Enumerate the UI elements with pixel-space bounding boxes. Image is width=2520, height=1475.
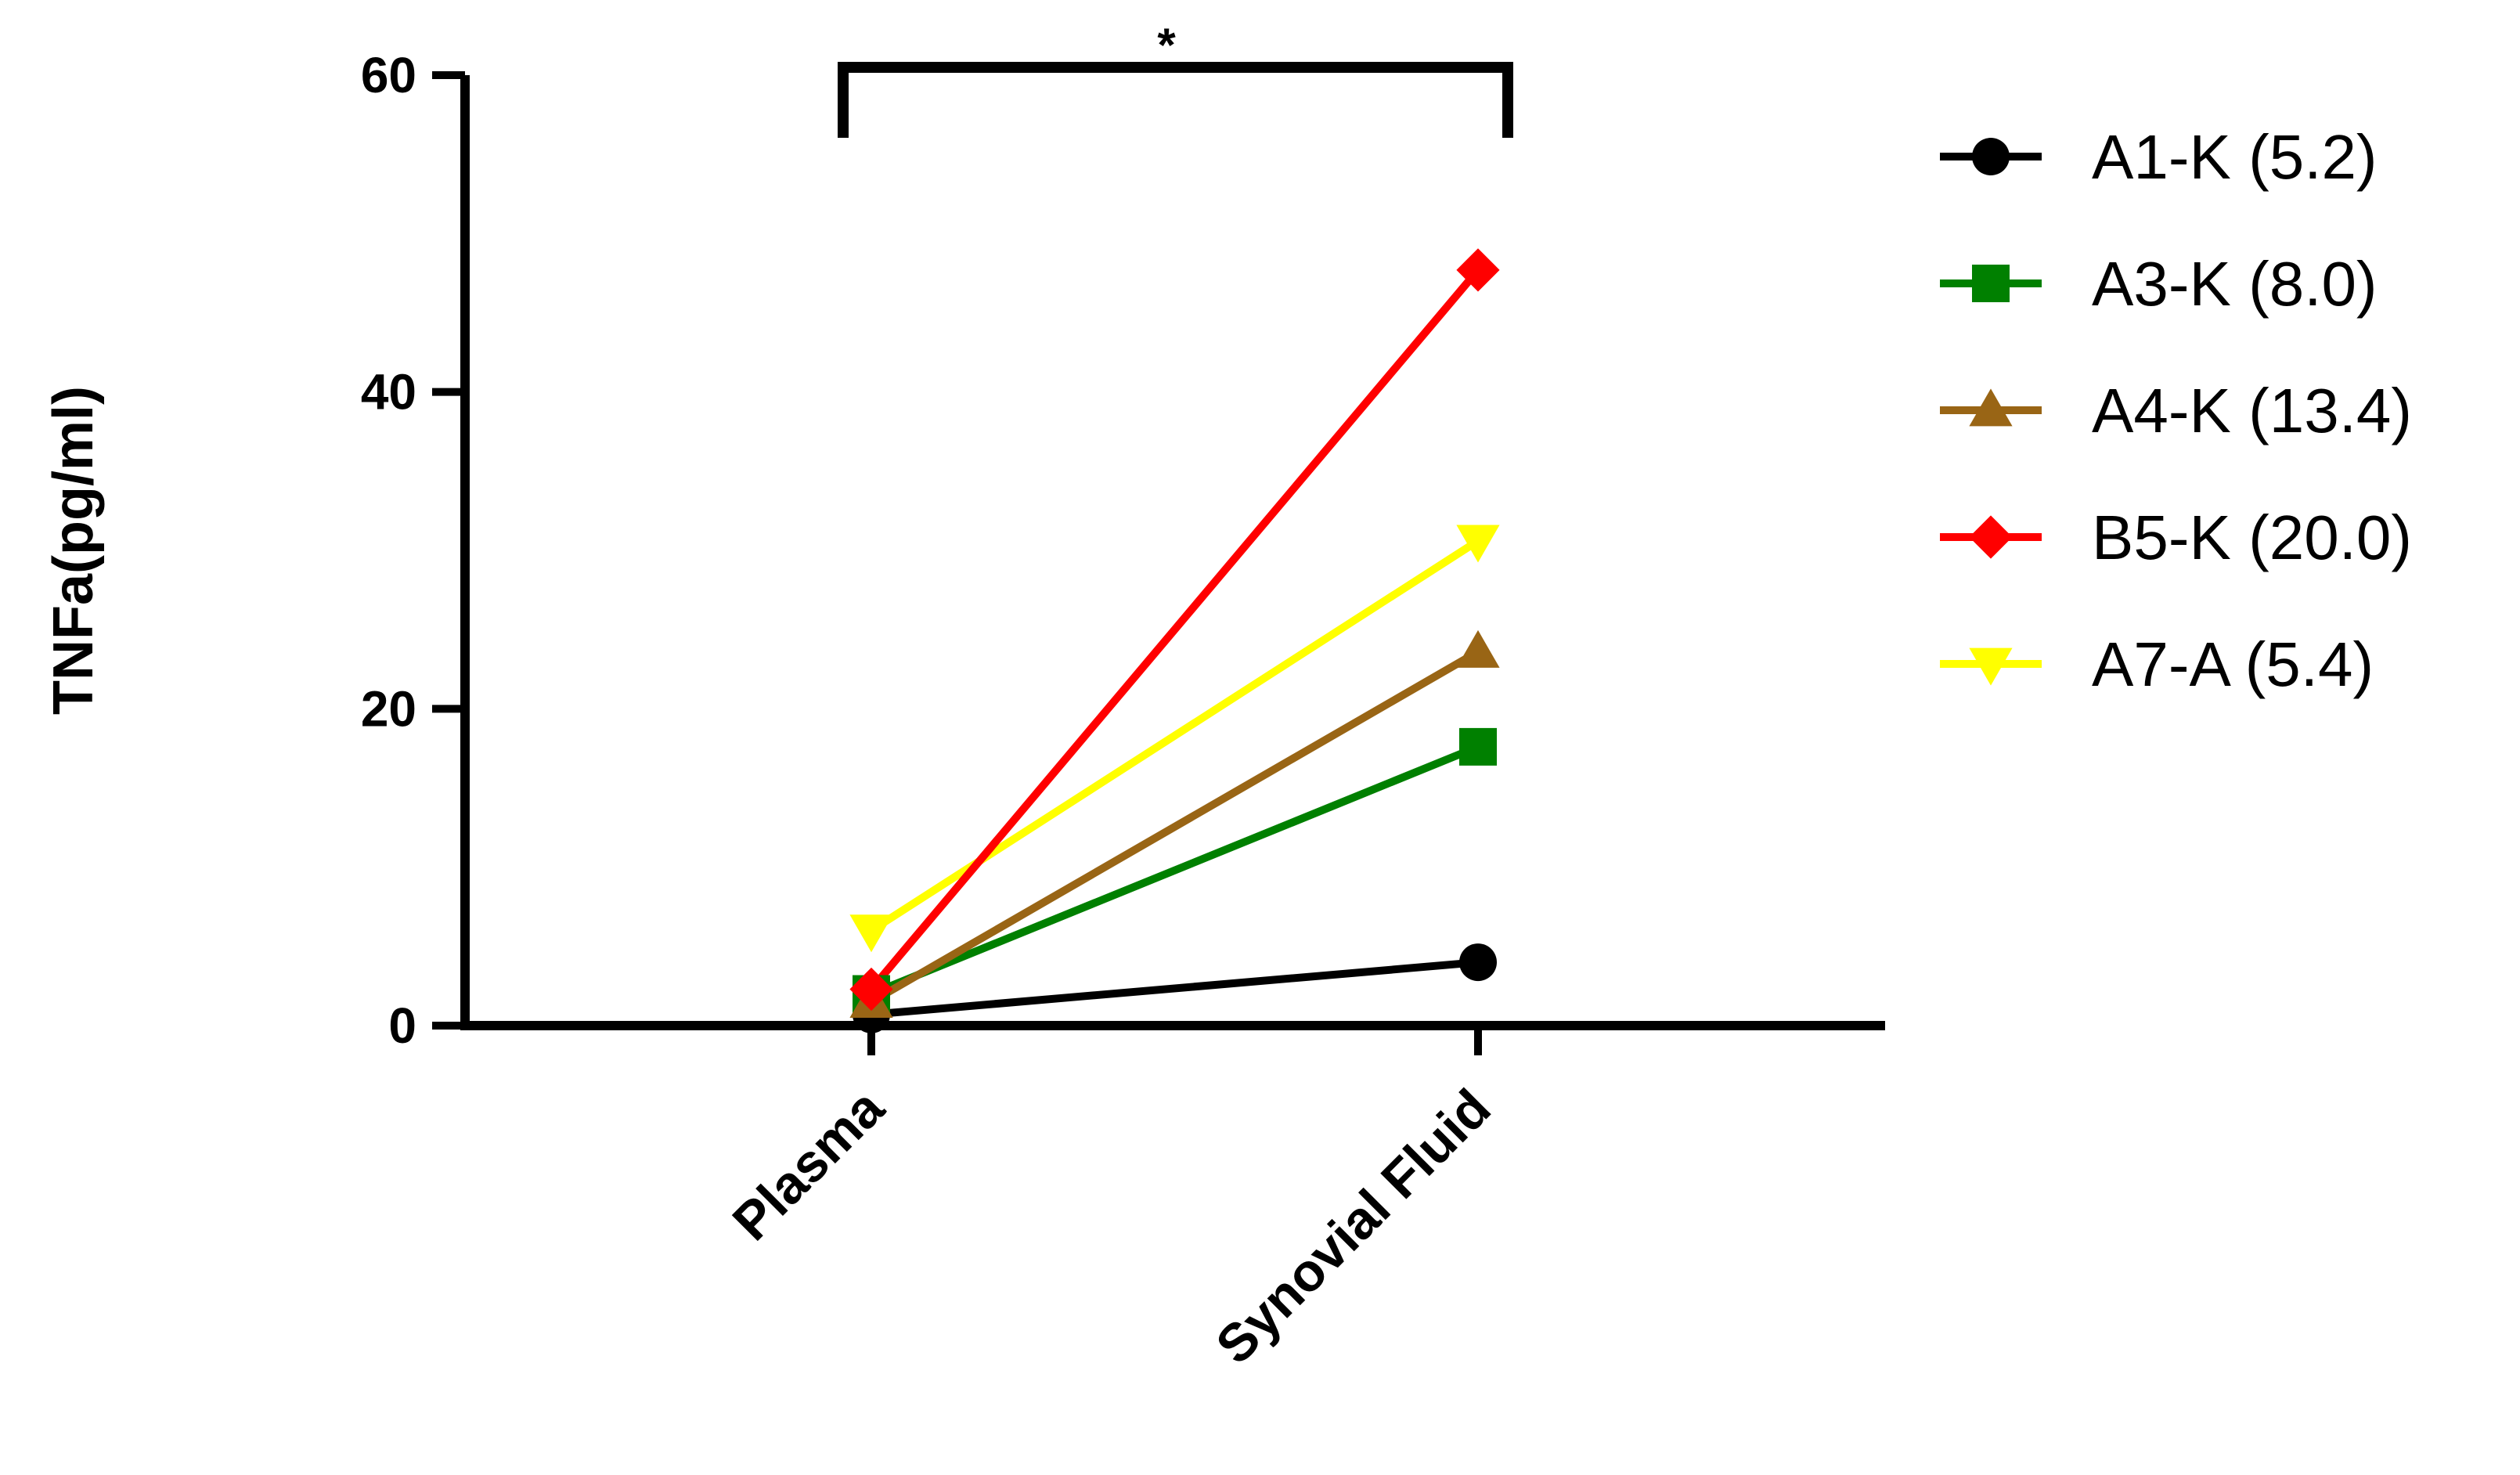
legend-label: A3-K (8.0) xyxy=(2092,249,2378,319)
y-tick-label: 60 xyxy=(361,47,416,103)
significance-label: * xyxy=(1157,19,1176,71)
legend-marker xyxy=(1972,138,2010,175)
series-line-b5-k xyxy=(867,265,1482,994)
series-markers xyxy=(849,248,1500,1033)
y-axis-title: TNFa(pg/ml) xyxy=(42,386,105,715)
data-point-b5-k-plasma xyxy=(849,967,893,1012)
significance-bracket-line xyxy=(838,62,1513,138)
legend-marker xyxy=(1969,515,2013,559)
y-ticks: 0 20 40 60 xyxy=(361,47,465,1054)
significance-bracket: * xyxy=(838,19,1513,138)
data-point-a7-a-plasma xyxy=(849,914,893,953)
legend-item: B5-K (20.0) xyxy=(1940,503,2412,572)
legend-item: A3-K (8.0) xyxy=(1940,249,2378,319)
y-tick-label: 0 xyxy=(388,997,416,1054)
data-point-a4-k-synovial-fluid xyxy=(1456,629,1500,668)
x-tick-label: Synovial Fluid xyxy=(1205,1078,1502,1376)
legend-marker xyxy=(1969,647,2013,686)
legend-label: B5-K (20.0) xyxy=(2092,503,2412,572)
y-tick-label: 20 xyxy=(361,680,416,737)
series-line-a3-k xyxy=(867,742,1482,998)
legend-label: A7-A (5.4) xyxy=(2092,629,2374,699)
legend-item: A7-A (5.4) xyxy=(1940,629,2374,699)
legend-label: A4-K (13.4) xyxy=(2092,376,2412,445)
data-point-b5-k-synovial-fluid xyxy=(1456,248,1500,292)
series-lines xyxy=(867,265,1482,1019)
series-line-a4-k xyxy=(867,647,1482,1006)
x-tick-label: Plasma xyxy=(721,1077,896,1252)
data-point-a7-a-synovial-fluid xyxy=(1456,525,1500,563)
legend-item: A4-K (13.4) xyxy=(1940,376,2412,445)
legend-marker xyxy=(1969,388,2013,427)
data-point-a3-k-synovial-fluid xyxy=(1459,727,1497,766)
legend-label: A1-K (5.2) xyxy=(2092,122,2378,192)
x-ticks: Plasma Synovial Fluid xyxy=(721,1026,1502,1376)
data-point-a1-k-synovial-fluid xyxy=(1459,943,1497,982)
legend: A1-K (5.2) A3-K (8.0) A4-K (13.4) B5-K (20.… xyxy=(1940,122,2412,699)
legend-marker xyxy=(1972,265,2010,302)
y-tick-label: 40 xyxy=(361,364,416,420)
legend-item: A1-K (5.2) xyxy=(1940,122,2378,192)
series-line-a1-k xyxy=(867,958,1482,1019)
